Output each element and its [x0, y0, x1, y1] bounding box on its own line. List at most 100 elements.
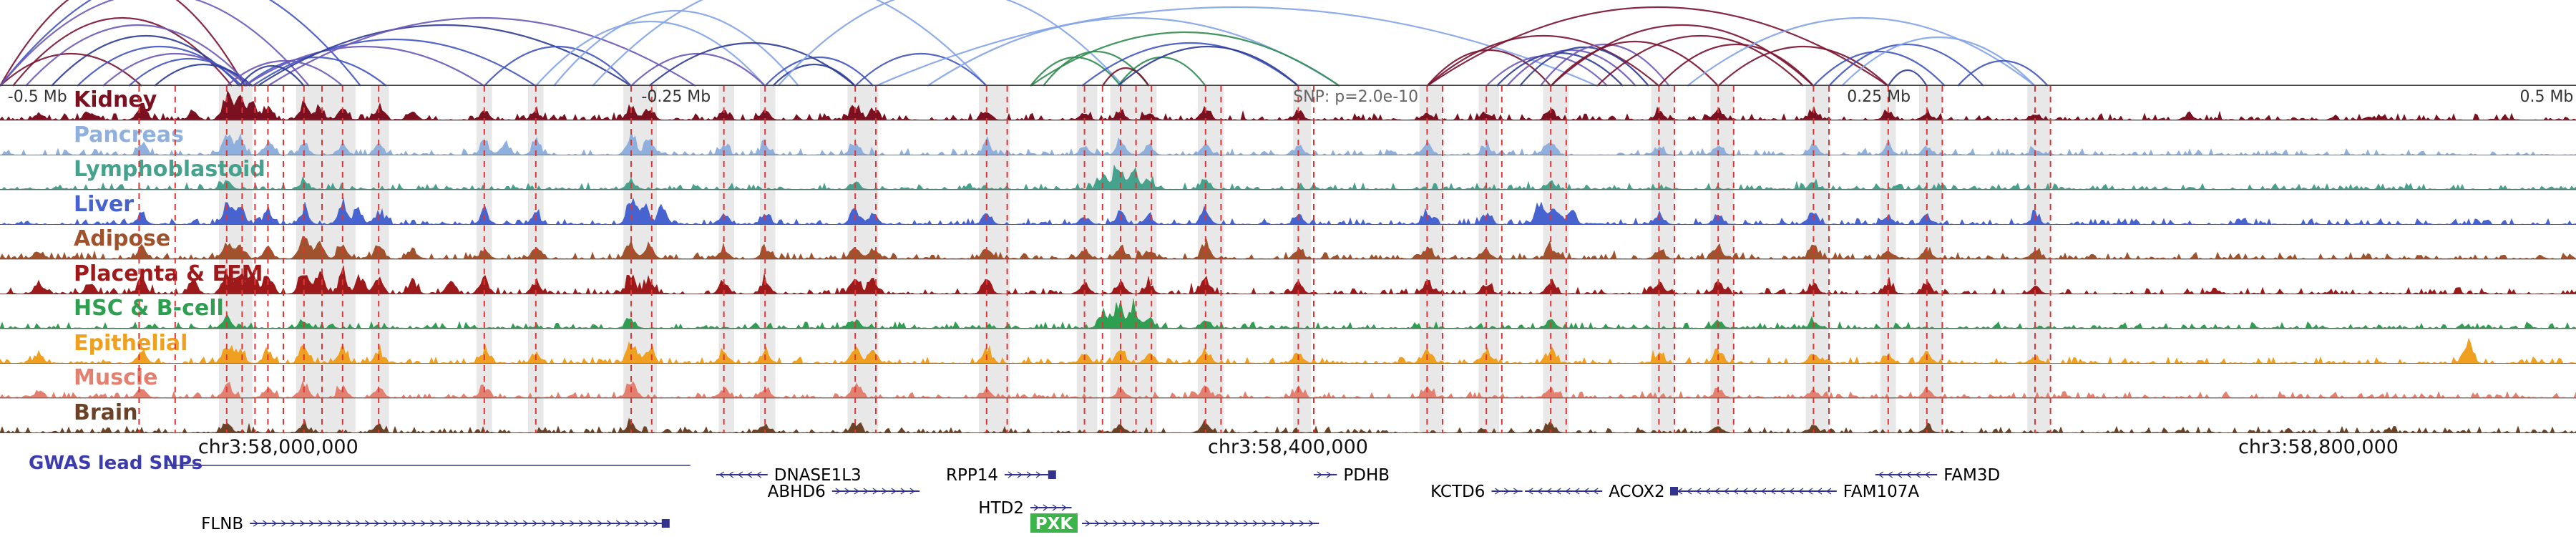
strand-chevron-icon — [1159, 520, 1166, 527]
interaction-arc — [1687, 16, 2036, 87]
signal-area — [0, 298, 2576, 329]
strand-chevron-icon — [718, 471, 725, 478]
track-row-lymphoblastoid: Lymphoblastoid — [0, 155, 2576, 190]
strand-chevron-icon — [643, 520, 650, 527]
strand-chevron-icon — [392, 520, 399, 527]
strand-chevron-icon — [383, 520, 389, 527]
strand-chevron-icon — [1760, 488, 1767, 495]
strand-chevron-icon — [737, 471, 743, 478]
interaction-arc — [1101, 67, 1150, 87]
strand-chevron-icon — [550, 520, 557, 527]
interaction-arc — [244, 45, 485, 87]
track-row-brain: Brain — [0, 399, 2576, 434]
strand-chevron-icon — [504, 520, 510, 527]
strand-chevron-icon — [1924, 471, 1931, 478]
strand-chevron-icon — [1556, 488, 1561, 495]
track-signal — [0, 298, 2576, 329]
gene-label: FAM107A — [1843, 483, 1920, 501]
interaction-arc — [102, 52, 248, 87]
strand-chevron-icon — [541, 520, 547, 527]
track-label: Brain — [74, 400, 138, 425]
strand-chevron-icon — [900, 488, 906, 495]
gene-label: PDHB — [1343, 466, 1390, 485]
signal-area — [0, 380, 2576, 399]
strand-chevron-icon — [1252, 520, 1259, 527]
strand-chevron-icon — [1751, 488, 1757, 495]
genomic-coordinate-label: chr3:58,400,000 — [1208, 436, 1368, 458]
strand-chevron-icon — [1224, 520, 1231, 527]
gene-fam107a: FAM107A — [1670, 483, 1919, 501]
interaction-arc — [226, 60, 343, 87]
interaction-arc — [1117, 56, 1206, 87]
strand-chevron-icon — [1770, 488, 1776, 495]
strand-chevron-icon — [844, 488, 850, 495]
strand-chevron-icon — [420, 520, 426, 527]
strand-chevron-icon — [891, 488, 897, 495]
strand-chevron-icon — [1035, 471, 1042, 478]
strand-chevron-icon — [597, 520, 603, 527]
strand-chevron-icon — [1122, 520, 1128, 527]
highlight-band — [1919, 86, 1943, 433]
track-label: Liver — [74, 191, 135, 217]
strand-chevron-icon — [1052, 504, 1058, 511]
highlight-band — [760, 86, 776, 433]
strand-chevron-icon — [1686, 488, 1692, 495]
ruler-label: -0.5 Mb — [7, 88, 67, 106]
interaction-arc — [244, 56, 387, 87]
gene-label: FAM3D — [1943, 466, 2000, 485]
highlight-band — [847, 86, 879, 433]
strand-chevron-icon — [854, 488, 859, 495]
strand-chevron-icon — [653, 520, 659, 527]
interaction-arc — [77, 45, 243, 87]
track-row-kidney: Kidney — [0, 86, 2576, 121]
interaction-arc — [0, 0, 361, 87]
interaction-arc — [630, 52, 766, 87]
gene-acox2: ACOX2 — [1525, 483, 1665, 501]
interaction-arc — [1117, 45, 1299, 87]
strand-chevron-icon — [532, 520, 538, 527]
track-row-pancreas: Pancreas — [0, 121, 2576, 156]
gene-dnase1l3: DNASE1L3 — [716, 466, 862, 485]
gene-pxk: PXK — [1030, 513, 1319, 533]
highlight-band — [718, 86, 734, 433]
strand-chevron-icon — [429, 520, 436, 527]
strand-chevron-icon — [364, 520, 371, 527]
signal-area — [0, 197, 2576, 225]
ruler-label: SNP: p=2.0e-10 — [1293, 88, 1419, 106]
interaction-arc — [1550, 24, 1815, 87]
strand-chevron-icon — [1271, 520, 1277, 527]
interaction-arc — [257, 24, 632, 87]
interaction-arc — [1550, 40, 1719, 87]
interaction-arc — [1426, 6, 1889, 87]
strand-chevron-icon — [494, 520, 501, 527]
strand-chevron-icon — [587, 520, 594, 527]
interaction-arc — [1081, 42, 1299, 87]
strand-chevron-icon — [1141, 520, 1147, 527]
strand-chevron-icon — [1878, 471, 1884, 478]
strand-chevron-icon — [1593, 488, 1599, 495]
interaction-arc — [854, 52, 987, 87]
track-signal — [0, 417, 2576, 433]
interaction-arc — [1828, 44, 1984, 87]
track-row-placenta-eem: Placenta & EEM — [0, 260, 2576, 295]
interaction-arc — [875, 6, 1598, 87]
interaction-arc — [1596, 34, 1804, 87]
strand-chevron-icon — [1574, 488, 1580, 495]
track-label: Adipose — [74, 226, 171, 251]
gene-abhd6: ABHD6 — [768, 483, 920, 501]
gene-pdhb: PDHB — [1314, 466, 1390, 485]
strand-chevron-icon — [1061, 504, 1068, 511]
gene-label: DNASE1L3 — [774, 466, 862, 485]
strand-chevron-icon — [909, 488, 915, 495]
strand-chevron-icon — [1788, 488, 1795, 495]
track-signal — [0, 380, 2576, 399]
track-signal — [0, 197, 2576, 225]
strand-chevron-icon — [1178, 520, 1184, 527]
strand-chevron-icon — [1008, 471, 1014, 478]
track-label: Placenta & EEM — [74, 261, 263, 286]
gene-rpp14: RPP14 — [946, 466, 1056, 485]
gene-label: FLNB — [201, 515, 243, 533]
strand-chevron-icon — [346, 520, 352, 527]
strand-chevron-icon — [728, 471, 734, 478]
gene-label: KCTD6 — [1430, 483, 1485, 501]
